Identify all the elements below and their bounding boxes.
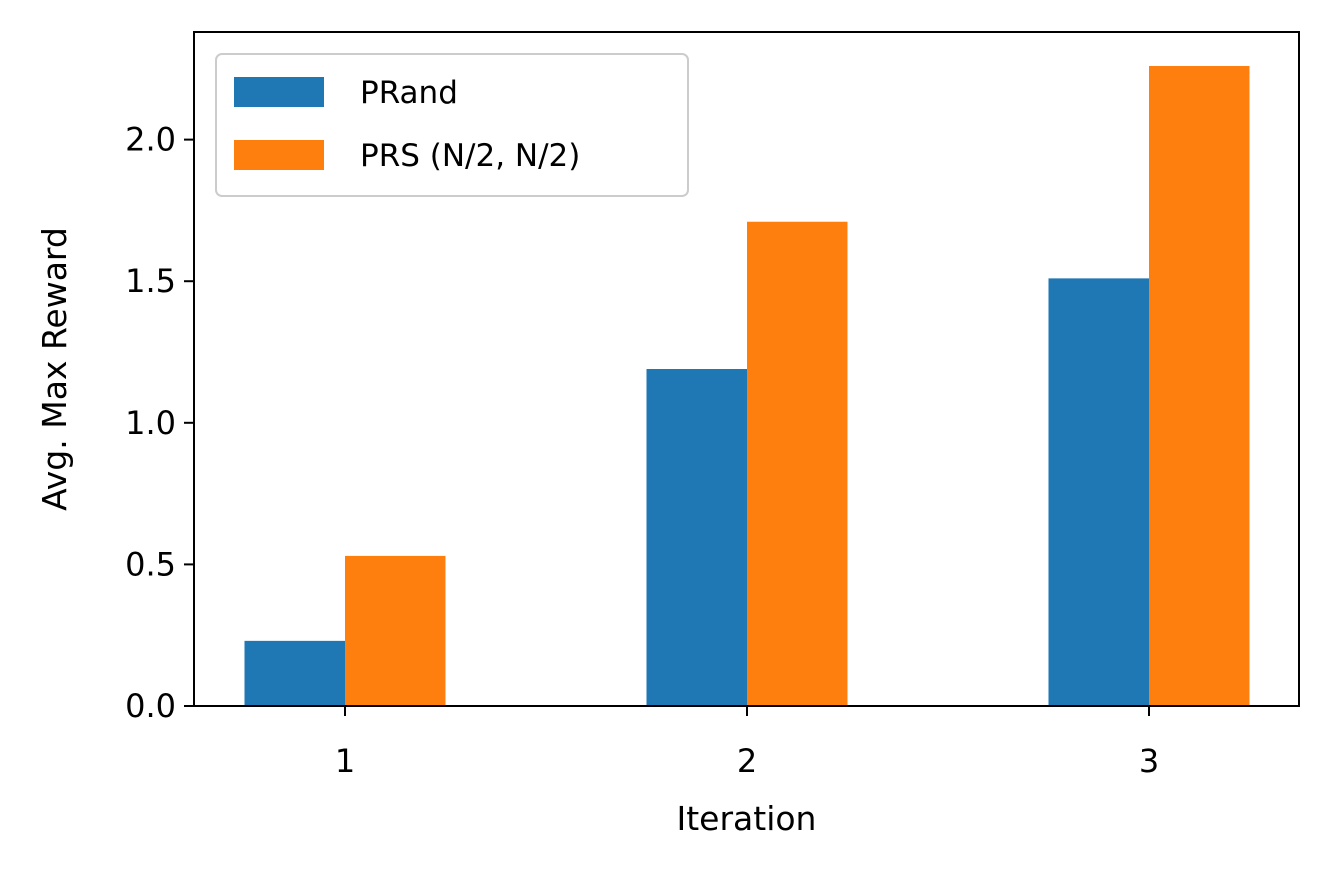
y-axis-label: Avg. Max Reward (35, 227, 74, 511)
plot-area-frame (193, 31, 1300, 707)
legend-swatch-prand (234, 77, 324, 107)
x-tick-label: 3 (1139, 742, 1159, 780)
bars-group (244, 65, 1250, 706)
legend-label-prand: PRand (360, 75, 458, 111)
bar-prs-iteration-3 (1149, 65, 1250, 706)
y-tick-label: 1.5 (125, 262, 176, 300)
x-axis: 1 2 3 (335, 706, 1159, 780)
legend-box (215, 53, 689, 197)
x-tick-label: 1 (335, 742, 355, 780)
y-tick-label: 0.5 (125, 545, 176, 583)
legend-swatch-prs (234, 140, 324, 170)
legend-label-prs: PRS (N/2, N/2) (360, 138, 580, 174)
bar-prs-iteration-2 (747, 221, 848, 706)
bar-prand-iteration-1 (244, 640, 345, 706)
x-tick-label: 2 (737, 742, 757, 780)
y-tick-label: 2.0 (125, 121, 176, 159)
y-tick-label: 1.0 (125, 404, 176, 442)
bar-prs-iteration-1 (345, 555, 446, 706)
y-axis: 0.0 0.5 1.0 1.5 2.0 (125, 121, 194, 725)
x-axis-label: Iteration (677, 799, 817, 838)
bar-prand-iteration-2 (646, 369, 747, 706)
y-tick-label: 0.0 (125, 687, 176, 725)
bar-prand-iteration-3 (1048, 278, 1149, 706)
legend: PRand PRS (N/2, N/2) (215, 53, 689, 197)
